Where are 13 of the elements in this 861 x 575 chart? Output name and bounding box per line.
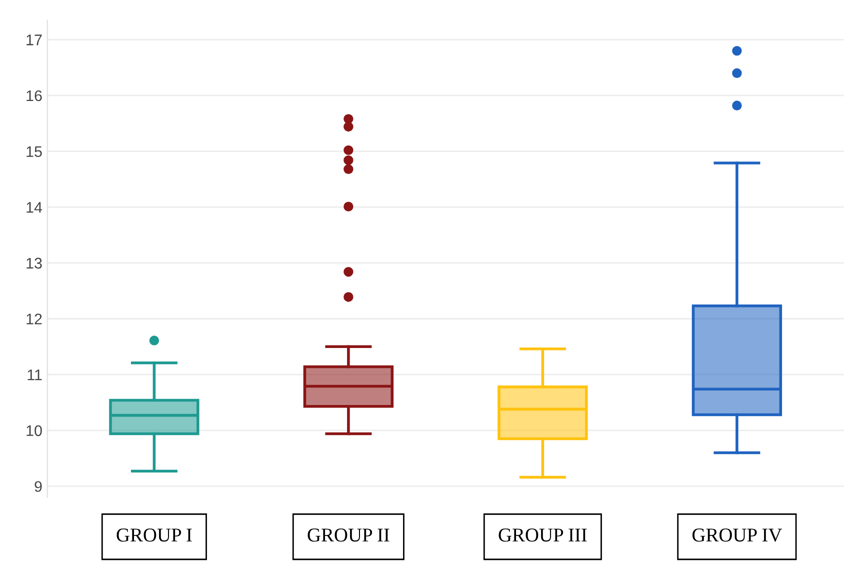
y-tick-label: 14 — [26, 202, 42, 213]
x-tick-label: GROUP IV — [692, 528, 782, 542]
y-tick-label: 15 — [26, 146, 42, 157]
y-tick-label: 13 — [26, 258, 42, 269]
x-tick-label: GROUP I — [116, 528, 192, 542]
x-tick-label: GROUP III — [498, 528, 587, 542]
y-tick-label: 11 — [28, 370, 42, 380]
y-tick-label: 9 — [34, 481, 42, 492]
y-tick-label: 17 — [26, 34, 42, 46]
y-tick-label: 10 — [26, 425, 42, 436]
y-tick-label: 16 — [26, 90, 42, 102]
x-tick-label: GROUP II — [308, 528, 390, 542]
y-tick-label: 12 — [26, 314, 42, 324]
